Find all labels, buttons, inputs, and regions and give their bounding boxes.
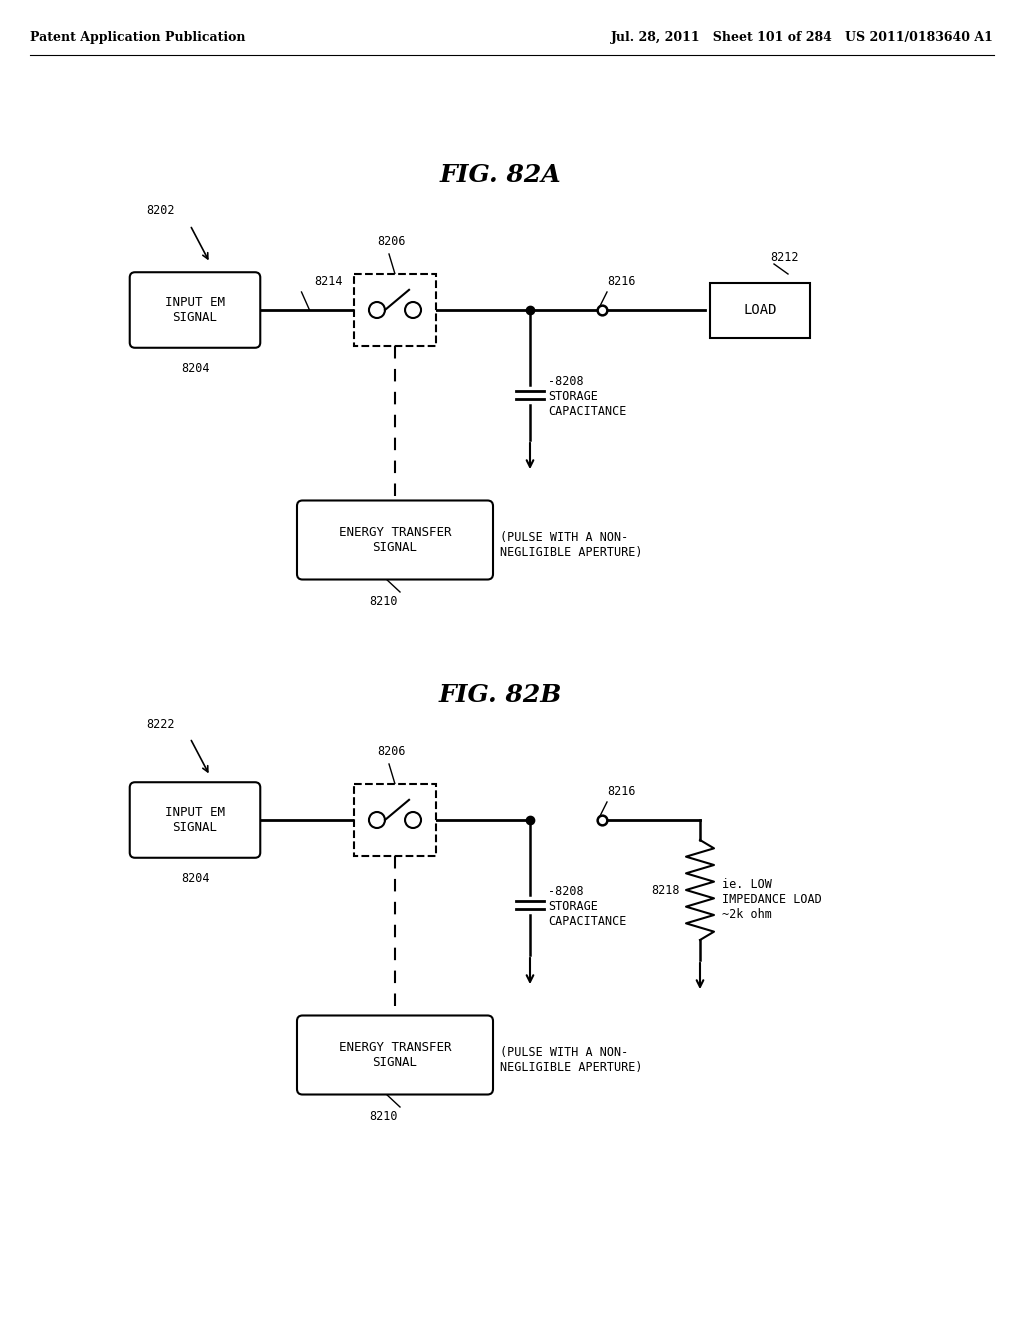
- FancyBboxPatch shape: [130, 272, 260, 347]
- Text: INPUT EM
SIGNAL: INPUT EM SIGNAL: [165, 296, 225, 323]
- Text: 8210: 8210: [369, 1110, 397, 1123]
- Text: 8204: 8204: [181, 362, 209, 375]
- Text: FIG. 82A: FIG. 82A: [439, 162, 561, 187]
- Text: 8206: 8206: [377, 235, 406, 248]
- FancyBboxPatch shape: [130, 783, 260, 858]
- FancyBboxPatch shape: [297, 500, 493, 579]
- Text: Jul. 28, 2011   Sheet 101 of 284   US 2011/0183640 A1: Jul. 28, 2011 Sheet 101 of 284 US 2011/0…: [611, 32, 994, 45]
- Text: 8214: 8214: [314, 275, 343, 288]
- Text: ie. LOW
IMPEDANCE LOAD
~2k ohm: ie. LOW IMPEDANCE LOAD ~2k ohm: [722, 878, 821, 921]
- Text: 8202: 8202: [146, 203, 175, 216]
- Text: ENERGY TRANSFER
SIGNAL: ENERGY TRANSFER SIGNAL: [339, 525, 452, 554]
- Text: 8216: 8216: [607, 785, 636, 799]
- Bar: [710, 282, 810, 338]
- Text: FIG. 82B: FIG. 82B: [438, 682, 562, 708]
- Text: 8210: 8210: [369, 595, 397, 609]
- Text: 8204: 8204: [181, 873, 209, 884]
- Text: ENERGY TRANSFER
SIGNAL: ENERGY TRANSFER SIGNAL: [339, 1041, 452, 1069]
- Text: -8208
STORAGE
CAPACITANCE: -8208 STORAGE CAPACITANCE: [548, 884, 627, 928]
- Text: 8216: 8216: [607, 275, 636, 288]
- Text: 8218: 8218: [651, 883, 680, 896]
- Text: 8222: 8222: [146, 718, 175, 731]
- Text: LOAD: LOAD: [743, 304, 777, 317]
- Text: (PULSE WITH A NON-
NEGLIGIBLE APERTURE): (PULSE WITH A NON- NEGLIGIBLE APERTURE): [500, 531, 642, 558]
- Bar: [354, 275, 436, 346]
- FancyBboxPatch shape: [297, 1015, 493, 1094]
- Text: -8208
STORAGE
CAPACITANCE: -8208 STORAGE CAPACITANCE: [548, 375, 627, 418]
- Text: 8206: 8206: [377, 744, 406, 758]
- Text: 8212: 8212: [770, 251, 799, 264]
- Bar: [354, 784, 436, 855]
- Text: (PULSE WITH A NON-
NEGLIGIBLE APERTURE): (PULSE WITH A NON- NEGLIGIBLE APERTURE): [500, 1045, 642, 1074]
- Text: INPUT EM
SIGNAL: INPUT EM SIGNAL: [165, 807, 225, 834]
- Text: Patent Application Publication: Patent Application Publication: [30, 32, 246, 45]
